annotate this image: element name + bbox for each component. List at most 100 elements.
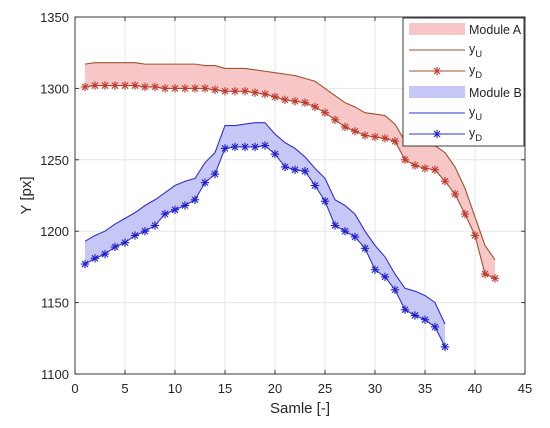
x-tick-label: 15 [218, 381, 232, 396]
module-b-yd-marker [400, 305, 410, 314]
module-b-yd-marker [240, 142, 250, 152]
legend-item: yU [409, 42, 482, 60]
legend-label-main: y [469, 42, 476, 56]
legend-label-sub: U [475, 49, 482, 60]
module-a-yd-marker [80, 82, 90, 92]
module-b-yu-line [84, 122, 446, 325]
module-a-yd-marker [370, 132, 380, 142]
legend-label: yD [469, 63, 482, 81]
x-tick-label: 35 [418, 381, 432, 396]
module-a-yd-marker [250, 88, 260, 97]
legend-label: Module B [469, 86, 522, 100]
tick-labels: 0 5 10 15 20 25 30 35 40 45 1100 1150 1200 1250 1300 13… [40, 10, 532, 396]
module-b-yd-marker [310, 181, 320, 190]
module-b-yd-marker [110, 242, 120, 252]
module-a-yd-marker [350, 127, 360, 136]
module-b-yd-marker [370, 265, 380, 274]
legend-label: yU [469, 105, 482, 123]
legend-swatch [409, 86, 465, 98]
module-a-yd-marker [390, 137, 400, 146]
module-a-yd-marker [290, 97, 300, 106]
module-b-yd-marker [440, 342, 450, 352]
x-tick-label: 40 [468, 381, 482, 396]
legend-label-sub: D [475, 70, 482, 81]
module-a-yd-marker [320, 108, 330, 117]
module-b-yd-marker [420, 315, 430, 324]
module-a-yd-marker [330, 115, 340, 125]
y-tick-label: 1350 [40, 10, 69, 25]
module-b-yd-marker [380, 272, 390, 282]
module-a-yd-marker [130, 81, 140, 90]
module-b-yd-marker [210, 169, 220, 179]
module-a-yd-marker [450, 189, 460, 199]
module-b-yd-marker [140, 227, 150, 236]
module-a-yd-marker [490, 274, 500, 283]
series-markers [80, 81, 500, 352]
module-b-yd-marker [350, 232, 360, 242]
module-a-yd-marker [230, 87, 240, 96]
module-a-yd-marker [280, 95, 290, 105]
axes-box [74, 16, 526, 375]
module-a-yd-marker [480, 269, 490, 279]
module-a-yd-marker [440, 177, 450, 186]
module-a-yd-marker [210, 85, 220, 95]
module-a-yd-marker [180, 84, 190, 93]
module-a-yd-marker [460, 209, 470, 219]
module-a-yd-marker [100, 81, 110, 90]
x-tick-label: 5 [121, 381, 128, 396]
legend-item: yU [409, 105, 482, 123]
module-a-yd-marker [410, 161, 420, 170]
legend-item: Module B [409, 86, 522, 100]
legend-label-main: y [469, 105, 476, 119]
module-b-yd-marker [360, 244, 370, 253]
legend-item: yD [409, 126, 482, 144]
module-b-yd-marker [290, 165, 300, 174]
module-a-yd-marker [270, 92, 280, 102]
x-axis-label: Samle [-] [270, 400, 330, 417]
module-a-yd-marker [240, 87, 250, 96]
x-tick-label: 0 [71, 381, 78, 396]
y-tick-label: 1250 [40, 153, 69, 168]
module-b-yd-marker [410, 311, 420, 320]
module-a-yd-marker [190, 84, 200, 93]
module-b-yd-marker [90, 254, 100, 263]
legend-item: yD [409, 63, 482, 81]
module-a-yd-marker [160, 84, 170, 93]
module-a-yd-marker [110, 81, 120, 90]
x-tick-label: 10 [168, 381, 182, 396]
module-b-yd-marker [300, 167, 310, 176]
module-a-yd-marker [90, 81, 100, 90]
module-a-yd-marker [420, 164, 430, 173]
legend-swatch [409, 23, 465, 35]
y-tick-label: 1200 [40, 224, 69, 239]
y-axis-label: Y [px] [18, 176, 35, 214]
module-b-yd-marker [270, 149, 280, 159]
legend-label: yU [469, 42, 482, 60]
module-a-yd-marker [120, 81, 130, 90]
module-a-yd-marker [310, 102, 320, 112]
module-b-yd-marker [120, 238, 130, 247]
module-b-yd-marker [200, 178, 210, 187]
legend-label-main: y [469, 126, 476, 140]
module-a-yd-marker [400, 155, 410, 164]
axes [74, 16, 526, 375]
module-b-yd-marker [230, 142, 240, 152]
module-a-yd-marker [360, 131, 370, 140]
module-a-yd-marker [200, 84, 210, 93]
module-a-yd-marker [340, 122, 350, 132]
module-b-yd-marker [100, 249, 110, 259]
legend-label-main: y [469, 63, 476, 77]
legend-marker [432, 129, 442, 139]
x-tick-label: 25 [318, 381, 332, 396]
legend-marker [432, 66, 442, 76]
module-b-yd-marker [340, 227, 350, 236]
module-b-yd-marker [250, 142, 260, 152]
module-a-yd-marker [260, 89, 270, 99]
module-b-yd-marker [150, 221, 160, 230]
module-a-yd-marker [170, 84, 180, 93]
x-tick-label: 20 [268, 381, 282, 396]
x-tick-label: 30 [368, 381, 382, 396]
module-a-yd-marker [380, 134, 390, 143]
